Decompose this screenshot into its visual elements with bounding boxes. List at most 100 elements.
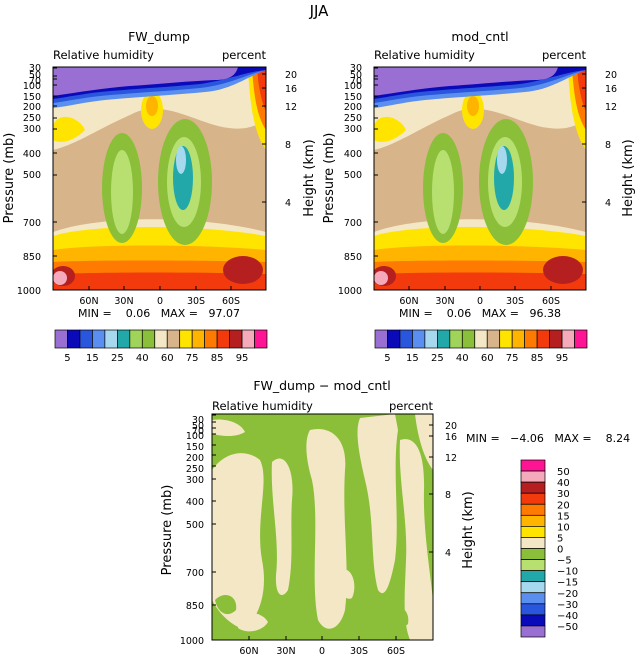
colorbar-swatch [520,492,546,505]
y-axis-right: 20 16 12 8 4 Height (km) [582,70,636,217]
colorbar-label: −15 [557,578,578,589]
y-tick-label: 200 [344,102,362,113]
height-tick-label: 20 [445,421,457,432]
y-tick-label: 30 [192,415,204,426]
colorbar-swatch [424,329,438,349]
colorbar-label: 60 [481,353,494,364]
y-tick-label: 70 [192,426,204,437]
y-tick-label: 300 [23,124,41,135]
colorbar-swatch [461,329,476,349]
colorbar-swatch [520,592,546,605]
colorbar-swatch [241,329,255,349]
colorbar-swatch [474,329,488,349]
colorbar-label: −30 [557,600,578,611]
y-tick-label: 850 [23,252,41,263]
y-tick-label: 500 [23,170,41,181]
colorbar-swatch [117,329,131,349]
y-tick-label: 100 [344,81,362,92]
colorbar-label: 5 [384,353,390,364]
y-tick-label: 150 [344,92,362,103]
y-tick-label: 50 [350,70,362,81]
colorbar-swatch [520,459,546,472]
colorbar-swatch [204,329,218,349]
height-tick-label: 20 [605,70,617,81]
variable-label: Relative humidity [374,48,475,62]
x-tick-label: 60S [387,646,405,657]
y-tick-label: 200 [23,102,41,113]
x-axis: 60N 30N 0 30S 60S [239,636,405,657]
colorbar-swatch [520,603,546,616]
x-axis: 60N 30N 0 30S 60S [79,286,240,307]
colorbar-label: −50 [557,622,578,633]
height-tick-label: 16 [445,432,457,443]
height-tick-label: 12 [445,453,457,464]
colorbar-swatch [520,514,546,527]
colorbar-swatch [524,329,538,349]
colorbar-swatch [520,570,546,583]
y-tick-label: 850 [344,252,362,263]
colorbar-swatch [374,329,388,349]
y-tick-label: 700 [186,568,204,579]
x-tick-label: 60N [399,296,418,307]
y-tick-label: 850 [186,601,204,612]
y-tick-label: 1000 [17,286,41,297]
height-tick-label: 4 [605,198,611,209]
height-tick-label: 12 [605,102,617,113]
stats-label: MIN = 0.06 MAX = 96.38 [399,307,561,320]
colorbar-label: −5 [557,556,572,567]
y-tick-label: 100 [186,431,204,442]
x-tick-label: 30S [350,646,368,657]
colorbar-swatch [67,329,81,349]
colorbar-swatch [486,329,501,349]
panel-title: FW_dump − mod_cntl [253,378,390,393]
colorbar-swatch [574,329,588,349]
y-axis-title: Pressure (mb) [322,133,337,224]
colorbar-label: 30 [557,489,570,500]
x-tick-label: 0 [157,296,163,307]
colorbar-label: 60 [161,353,174,364]
colorbar-swatch [520,537,546,549]
units-label: percent [389,399,434,413]
y-tick-label: 300 [186,475,204,486]
x-axis: 60N 30N 0 30S 60S [399,286,560,307]
colorbar-swatch [520,526,546,538]
colorbar-label: 15 [86,353,99,364]
colorbar-swatch [254,329,268,349]
x-tick-label: 30N [435,296,454,307]
colorbar-swatch [549,329,563,349]
y-axis-right: 20 16 12 8 4 Height (km) [429,421,476,569]
y-tick-label: 150 [186,442,204,453]
colorbar-label: 5 [64,353,70,364]
colorbar-label: 85 [211,353,224,364]
y-tick-label: 70 [350,76,362,87]
y-tick-label: 100 [23,81,41,92]
y2-axis-title: Height (km) [302,139,317,216]
height-tick-label: 16 [605,84,617,95]
colorbar-label: 0 [557,545,563,556]
colorbar-swatch [520,581,546,594]
units-label: percent [542,48,587,62]
y-tick-label: 400 [23,149,41,160]
x-tick-label: 30S [187,296,205,307]
stats-label: MIN = −4.06 MAX = 8.24 [466,432,630,445]
colorbar-swatch [499,329,513,349]
y-axis-right: 20 16 12 8 4 Height (km) [262,70,317,217]
colorbar-swatch [449,329,463,349]
colorbar-label: 40 [456,353,469,364]
panel-title: mod_cntl [451,29,508,44]
colorbar-label: 95 [556,353,569,364]
contour-field [53,67,266,290]
colorbar-label: 40 [136,353,149,364]
colorbar-label: 85 [531,353,544,364]
colorbar-swatch [154,329,168,349]
height-tick-label: 8 [445,490,451,501]
colorbar-swatch [520,470,546,483]
contour-field [212,414,433,640]
colorbar-label: 25 [431,353,444,364]
colorbar-label: 5 [557,533,563,544]
colorbar-swatch [437,329,451,349]
colorbar-swatch [399,329,413,349]
colorbar-label: 75 [186,353,199,364]
